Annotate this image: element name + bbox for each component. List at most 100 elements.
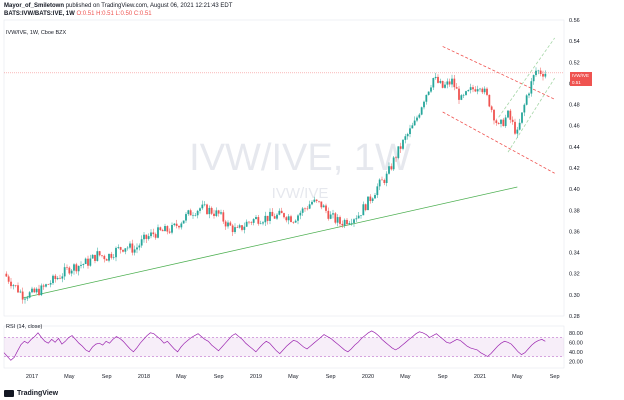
- candle-body: [140, 239, 143, 246]
- candle-body: [535, 70, 537, 76]
- candle-body: [131, 243, 134, 253]
- candle-body: [420, 107, 423, 115]
- candle-body: [70, 270, 73, 274]
- candle-body: [397, 146, 400, 158]
- candle-body: [126, 247, 129, 249]
- candle-body: [483, 88, 486, 93]
- x-tick-label: Sep: [214, 374, 224, 380]
- y-tick-label: 0.30: [569, 293, 580, 299]
- candle-body: [231, 225, 234, 233]
- channel-up-a-line: [498, 37, 555, 118]
- candle-body: [418, 114, 421, 118]
- candle-body: [166, 226, 169, 232]
- candle-body: [63, 267, 66, 277]
- candle-body: [369, 196, 372, 202]
- candle-body: [152, 232, 155, 235]
- candle-body: [47, 284, 50, 285]
- candle-body: [31, 288, 33, 293]
- candle-body: [341, 223, 344, 226]
- candle-body: [182, 220, 185, 224]
- candle-body: [241, 225, 243, 230]
- candle-body: [446, 81, 449, 85]
- candle-body: [381, 179, 383, 181]
- candle-body: [362, 204, 365, 216]
- candle-body: [213, 213, 215, 217]
- candle-body: [472, 87, 474, 90]
- candle-body: [96, 251, 99, 261]
- y-tick-label: 0.56: [569, 18, 580, 24]
- rsi-tick-label: 60.00: [569, 340, 583, 346]
- author-name[interactable]: Mayor_of_Smiletown: [4, 3, 65, 9]
- candle-body: [374, 195, 376, 199]
- candle-body: [283, 213, 285, 218]
- candle-body: [124, 248, 127, 252]
- candle-body: [514, 121, 516, 134]
- candle-body: [192, 215, 194, 216]
- candle-body: [206, 204, 208, 215]
- candle-body: [252, 219, 255, 223]
- candle-body: [469, 87, 472, 91]
- candle-body: [248, 221, 250, 223]
- candle-body: [33, 288, 36, 293]
- candle-body: [243, 226, 246, 230]
- candle-body: [224, 221, 227, 227]
- candle-body: [378, 179, 381, 187]
- candle-body: [390, 166, 393, 170]
- candle-body: [245, 221, 248, 227]
- candle-body: [544, 73, 547, 77]
- candle-body: [154, 234, 157, 238]
- candle-body: [150, 232, 152, 237]
- rsi-pane-border: [3, 325, 565, 369]
- candle-body: [215, 210, 218, 217]
- candle-body: [138, 245, 141, 248]
- candle-body: [350, 222, 353, 224]
- candle-body: [532, 75, 535, 82]
- candle-body: [325, 205, 327, 211]
- support-trendline: [22, 186, 518, 299]
- x-tick-label: Sep: [326, 374, 336, 380]
- channel-up-b-line: [507, 77, 556, 153]
- candle-body: [14, 285, 17, 286]
- candle-body: [539, 70, 542, 74]
- y-tick-label: 0.46: [569, 124, 580, 130]
- candle-body: [54, 275, 57, 280]
- x-tick-label: May: [512, 374, 523, 380]
- watermark-small: IVW/IVE: [272, 185, 329, 202]
- candle-body: [441, 80, 444, 88]
- candle-body: [259, 223, 262, 225]
- channel-lower-line: [442, 111, 555, 174]
- candle-body: [301, 208, 304, 213]
- candle-body: [451, 78, 453, 85]
- footer-brand[interactable]: TradingView: [4, 390, 58, 397]
- candle-body: [180, 223, 183, 228]
- candle-body: [516, 129, 519, 134]
- candle-body: [518, 122, 521, 130]
- candle-body: [73, 264, 75, 271]
- candle-body: [171, 225, 173, 233]
- candle-body: [40, 285, 43, 296]
- candle-body: [406, 134, 409, 137]
- candle-body: [353, 219, 355, 223]
- candle-body: [164, 226, 166, 232]
- candle-body: [525, 95, 528, 105]
- candle-body: [455, 87, 458, 89]
- candle-body: [306, 208, 309, 210]
- candle-body: [236, 227, 239, 228]
- candle-body: [119, 247, 122, 250]
- candle-body: [308, 204, 311, 209]
- candle-body: [189, 210, 192, 216]
- candle-body: [320, 201, 323, 208]
- candle-body: [299, 212, 302, 216]
- candle-body: [357, 215, 360, 219]
- candle-body: [364, 204, 367, 211]
- candle-body: [112, 257, 115, 258]
- candle-body: [507, 110, 509, 118]
- candle-body: [488, 94, 491, 107]
- candle-body: [297, 215, 299, 221]
- candle-body: [467, 90, 470, 92]
- candle-body: [280, 210, 283, 214]
- rsi-tick-label: 80.00: [569, 331, 583, 337]
- candle-body: [315, 199, 318, 202]
- candle-body: [523, 104, 526, 113]
